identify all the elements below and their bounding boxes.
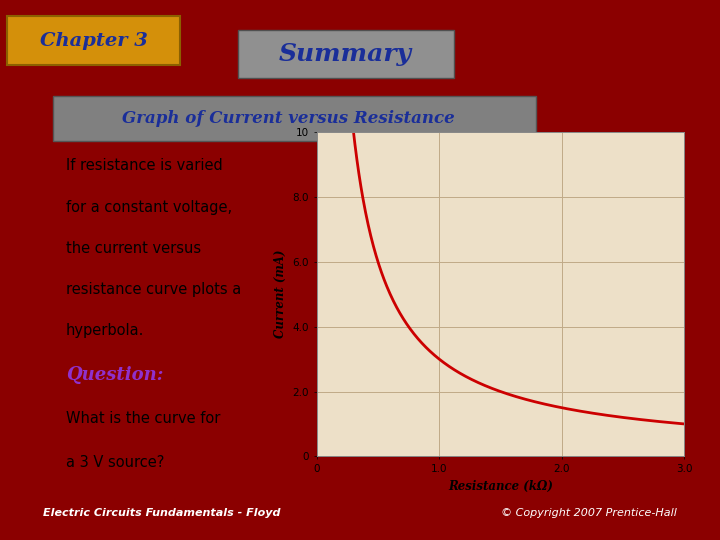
Text: © Copyright 2007 Prentice-Hall: © Copyright 2007 Prentice-Hall: [501, 508, 677, 518]
FancyBboxPatch shape: [53, 96, 536, 140]
Y-axis label: Current (mA): Current (mA): [274, 250, 287, 339]
Text: If resistance is varied: If resistance is varied: [66, 158, 223, 173]
Text: Graph of Current versus Resistance: Graph of Current versus Resistance: [122, 110, 454, 127]
Text: for a constant voltage,: for a constant voltage,: [66, 199, 233, 214]
Text: Question:: Question:: [66, 367, 163, 384]
Text: the current versus: the current versus: [66, 241, 201, 255]
X-axis label: Resistance (kΩ): Resistance (kΩ): [448, 480, 553, 492]
Text: hyperbola.: hyperbola.: [66, 323, 145, 338]
Text: Chapter 3: Chapter 3: [40, 31, 148, 50]
Text: a 3 V source?: a 3 V source?: [66, 455, 164, 470]
Text: Electric Circuits Fundamentals - Floyd: Electric Circuits Fundamentals - Floyd: [43, 508, 281, 518]
Text: What is the curve for: What is the curve for: [66, 411, 220, 426]
Text: Summary: Summary: [279, 42, 412, 66]
Text: resistance curve plots a: resistance curve plots a: [66, 282, 241, 297]
